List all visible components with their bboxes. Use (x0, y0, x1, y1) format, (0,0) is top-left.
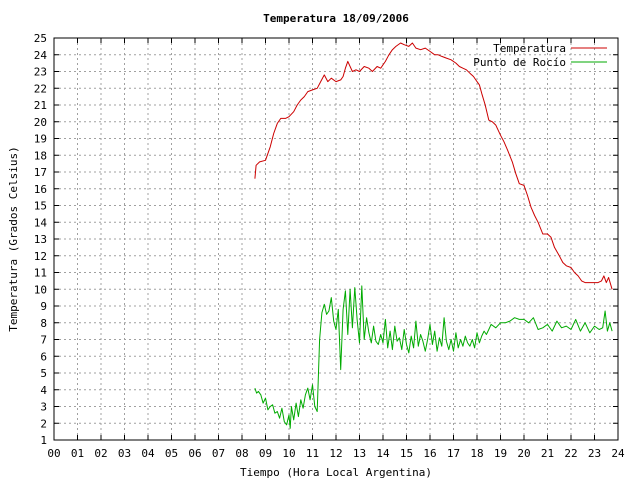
x-tick-label: 03 (118, 447, 131, 460)
y-tick-label: 2 (40, 417, 47, 430)
y-tick-label: 25 (34, 32, 47, 45)
y-tick-label: 21 (34, 99, 47, 112)
x-tick-label: 00 (47, 447, 60, 460)
y-tick-label: 9 (40, 300, 47, 313)
x-tick-label: 20 (517, 447, 530, 460)
x-tick-label: 01 (71, 447, 84, 460)
x-tick-label: 14 (376, 447, 390, 460)
x-tick-label: 05 (165, 447, 178, 460)
x-tick-label: 02 (94, 447, 107, 460)
x-tick-label: 24 (611, 447, 625, 460)
x-tick-label: 18 (470, 447, 483, 460)
legend-label: Temperatura (493, 42, 566, 55)
x-tick-label: 11 (306, 447, 319, 460)
x-axis-label: Tiempo (Hora Local Argentina) (240, 466, 432, 479)
y-tick-label: 15 (34, 200, 47, 213)
x-tick-label: 04 (141, 447, 155, 460)
y-tick-label: 23 (34, 66, 47, 79)
y-tick-label: 12 (34, 250, 47, 263)
y-tick-label: 4 (40, 384, 47, 397)
x-tick-label: 17 (447, 447, 460, 460)
y-tick-label: 13 (34, 233, 47, 246)
y-tick-label: 6 (40, 350, 47, 363)
x-tick-label: 19 (494, 447, 507, 460)
series-group (254, 42, 613, 429)
x-tick-label: 12 (329, 447, 342, 460)
legend-label: Punto de Rocío (473, 56, 566, 69)
y-tick-label: 20 (34, 116, 47, 129)
x-tick-label: 10 (282, 447, 295, 460)
y-tick-label: 8 (40, 317, 47, 330)
y-tick-label: 14 (34, 216, 48, 229)
plot-frame (53, 37, 619, 441)
y-tick-label: 18 (34, 149, 47, 162)
x-tick-label: 09 (259, 447, 272, 460)
x-tick-label: 16 (423, 447, 436, 460)
y-axis-label: Temperatura (Grados Celsius) (7, 146, 20, 331)
series-line-temperatura (254, 42, 613, 290)
x-tick-label: 23 (588, 447, 601, 460)
grid-lines (54, 38, 618, 440)
y-tick-label: 3 (40, 401, 47, 414)
x-tick-label: 07 (212, 447, 225, 460)
y-tick-label: 7 (40, 334, 47, 347)
x-tick-label: 15 (400, 447, 413, 460)
series-line-punto-de-rocio (254, 285, 613, 429)
y-tick-label: 19 (34, 133, 47, 146)
y-tick-label: 10 (34, 283, 47, 296)
x-tick-label: 22 (564, 447, 577, 460)
chart-title: Temperatura 18/09/2006 (263, 12, 409, 25)
axis-ticks: 1234567891011121314151617181920212223242… (34, 32, 625, 460)
x-tick-label: 06 (188, 447, 201, 460)
y-tick-label: 22 (34, 82, 47, 95)
y-tick-label: 11 (34, 267, 47, 280)
y-tick-label: 24 (34, 49, 48, 62)
x-tick-label: 08 (235, 447, 248, 460)
y-tick-label: 1 (40, 434, 47, 447)
y-tick-label: 16 (34, 183, 47, 196)
x-tick-label: 21 (541, 447, 554, 460)
y-tick-label: 5 (40, 367, 47, 380)
x-tick-label: 13 (353, 447, 366, 460)
y-tick-label: 17 (34, 166, 47, 179)
